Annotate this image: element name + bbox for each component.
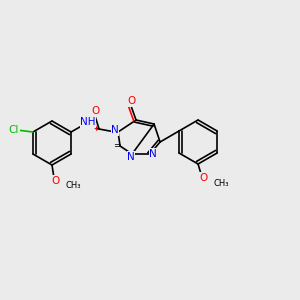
Text: CH₃: CH₃ — [65, 182, 80, 190]
Text: N: N — [127, 152, 135, 162]
Text: =: = — [113, 142, 121, 151]
Text: CH₃: CH₃ — [213, 179, 229, 188]
Text: N: N — [149, 149, 157, 159]
Text: O: O — [91, 106, 99, 116]
Text: N: N — [111, 125, 119, 135]
Text: O: O — [127, 96, 135, 106]
Text: NH: NH — [80, 117, 96, 127]
Text: O: O — [199, 173, 207, 183]
Text: Cl: Cl — [9, 125, 19, 135]
Text: O: O — [52, 176, 60, 186]
